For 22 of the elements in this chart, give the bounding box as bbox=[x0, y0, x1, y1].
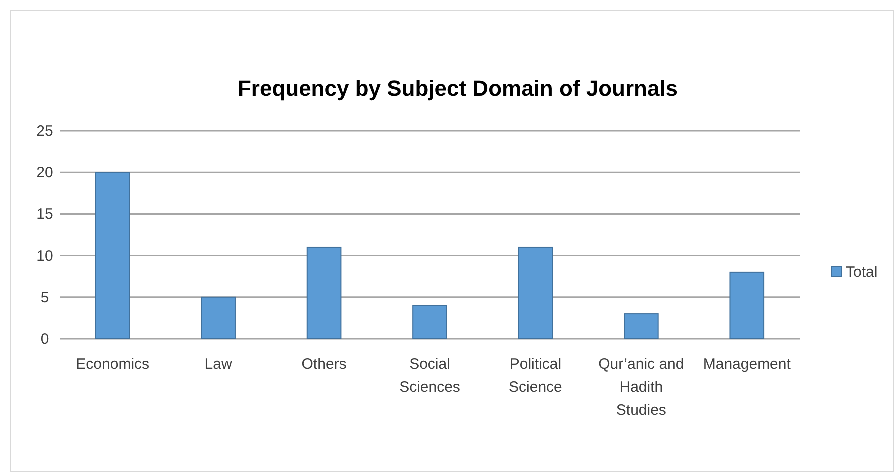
y-tick-label: 20 bbox=[36, 164, 54, 182]
y-tick-label: 10 bbox=[36, 248, 54, 265]
bar bbox=[201, 296, 236, 340]
y-tick-label: 5 bbox=[40, 289, 50, 306]
bar bbox=[306, 246, 342, 340]
x-tick-label: Social Sciences bbox=[400, 356, 460, 396]
x-tick-label: Political Science bbox=[509, 356, 562, 396]
y-tick-label: 15 bbox=[36, 206, 54, 224]
bar bbox=[730, 272, 765, 340]
y-tick-label: 0 bbox=[40, 331, 50, 348]
x-tick-label: Economics bbox=[76, 356, 150, 373]
bar bbox=[412, 305, 448, 340]
x-tick-label: Qur’anic and Hadith Studies bbox=[598, 356, 684, 419]
bar bbox=[95, 172, 130, 340]
bar bbox=[518, 246, 554, 340]
chart-title: Frequency by Subject Domain of Journals bbox=[238, 76, 678, 101]
bar bbox=[624, 314, 659, 340]
x-tick-label: Management bbox=[703, 356, 792, 373]
x-tick-label: Others bbox=[302, 356, 347, 373]
legend-label: Total bbox=[846, 264, 878, 281]
y-tick-label: 25 bbox=[36, 123, 54, 140]
x-tick-label: Law bbox=[204, 356, 232, 373]
